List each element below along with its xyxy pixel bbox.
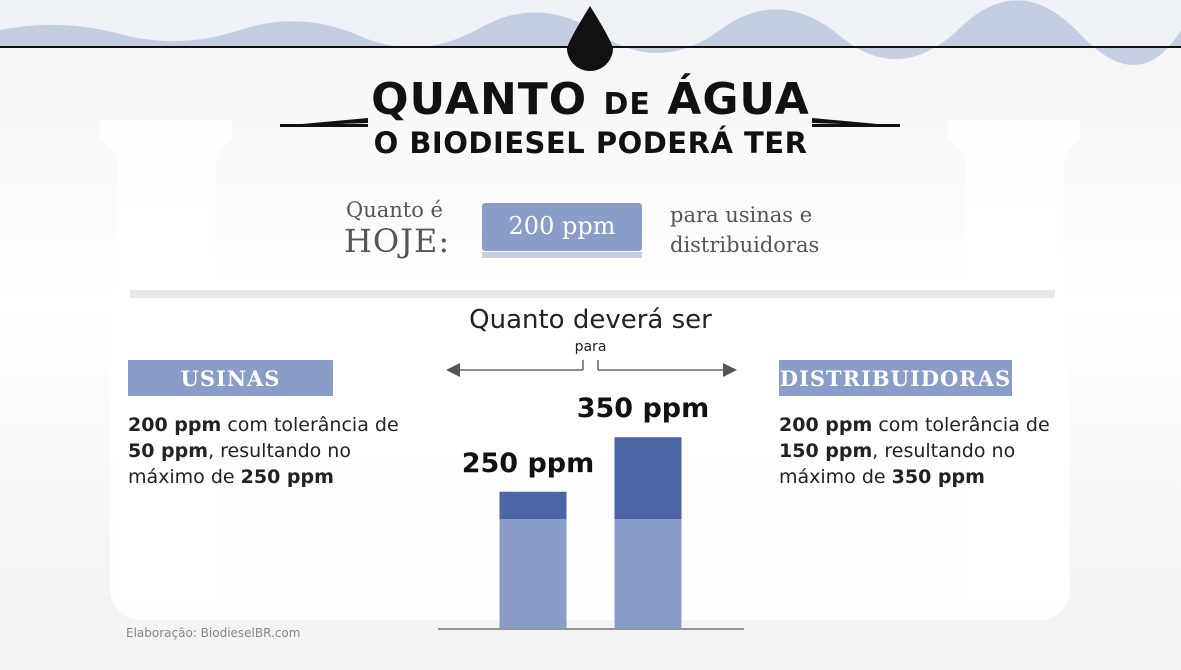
text: com tolerância de: [872, 414, 1050, 436]
panel-heading: USINAS: [128, 360, 333, 396]
panel-heading: DISTRIBUIDORAS: [779, 360, 1012, 396]
text-bold: 250 ppm: [240, 466, 334, 488]
text: , resultando no máximo de: [779, 440, 1016, 488]
today-value: 200 ppm: [482, 203, 642, 251]
arrow-head: [446, 363, 460, 377]
value-shadow: [482, 252, 642, 258]
bar-label: 250 ppm: [461, 447, 595, 479]
section-subtitle: para: [574, 339, 607, 355]
title-word: DE: [603, 87, 651, 122]
text: , resultando no máximo de: [128, 440, 351, 488]
bar-segment: [614, 437, 682, 519]
title-word: ÁGUA: [667, 74, 810, 125]
drop-icon: [567, 6, 613, 71]
text-bold: 200 ppm: [128, 414, 222, 436]
today-label: Quanto é: [346, 198, 443, 222]
subtitle: O BIODIESEL PODERÁ TER: [373, 126, 808, 160]
text-bold: 350 ppm: [891, 466, 985, 488]
title-rule-left: [280, 124, 368, 127]
arrow-head: [723, 363, 737, 377]
bar-label: 350 ppm: [576, 393, 710, 425]
bar-chart: [499, 437, 682, 628]
section-title: Quanto deverá ser: [469, 305, 712, 335]
credit: Elaboração: BiodieselBR.com: [126, 626, 301, 640]
divider: [130, 290, 1055, 298]
text-bold: 200 ppm: [779, 414, 873, 436]
title-word: QUANTO: [371, 74, 588, 125]
today-note: para usinas e distribuidoras: [670, 203, 820, 257]
today-label-big: HOJE:: [344, 222, 451, 260]
title: QUANTO DE ÁGUA: [0, 74, 1181, 125]
text-bold: 150 ppm: [779, 440, 873, 462]
bar-segment: [614, 519, 682, 628]
panel-text: 200 ppm com tolerância de 150 ppm, resul…: [779, 412, 1064, 490]
bar-segment: [499, 491, 567, 519]
panel-text: 200 ppm com tolerância de 50 ppm, result…: [128, 412, 413, 490]
bar-segment: [499, 519, 567, 628]
text-bold: 50 ppm: [128, 440, 209, 462]
title-rule-right: [812, 124, 900, 127]
text: com tolerância de: [221, 414, 399, 436]
